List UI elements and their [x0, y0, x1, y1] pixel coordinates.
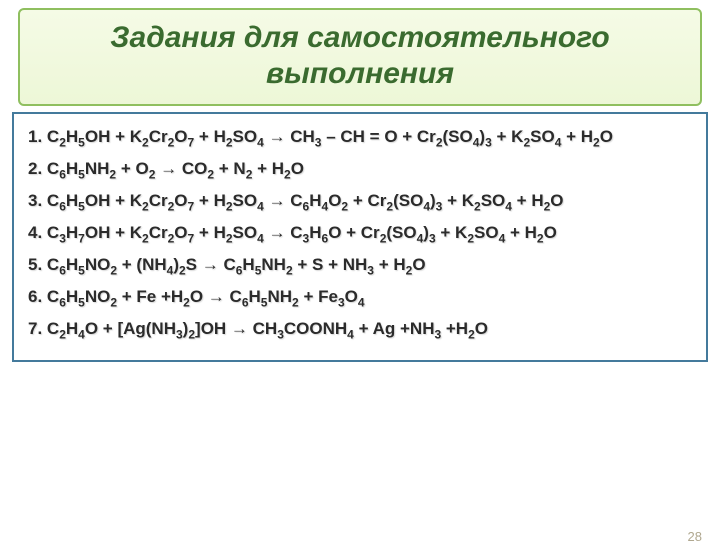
- equation-2: 2. C6H5NH2 + O2 → CO2 + N2 + H2O: [28, 156, 692, 184]
- title-box: Задания для самостоятельного выполнения: [18, 8, 702, 106]
- equation-6: 6. C6H5NO2 + Fe +H2O → C6H5NH2 + Fe3O4: [28, 284, 692, 312]
- page-number: 28: [688, 529, 702, 544]
- equation-3: 3. C6H5OH + K2Cr2O7 + H2SO4 → C6H4O2 + C…: [28, 188, 692, 216]
- content-box: 1. C2H5OH + K2Cr2O7 + H2SO4 → CH3 – CH =…: [12, 112, 708, 362]
- equation-5: 5. C6H5NO2 + (NH4)2S → C6H5NH2 + S + NH3…: [28, 252, 692, 280]
- equation-1: 1. C2H5OH + K2Cr2O7 + H2SO4 → CH3 – CH =…: [28, 124, 692, 152]
- equation-7: 7. C2H4O + [Ag(NH3)2]OH → CH3COONH4 + Ag…: [28, 316, 692, 344]
- title-text: Задания для самостоятельного выполнения: [36, 20, 684, 92]
- equation-4: 4. C3H7OH + K2Cr2O7 + H2SO4 → C3H6O + Cr…: [28, 220, 692, 248]
